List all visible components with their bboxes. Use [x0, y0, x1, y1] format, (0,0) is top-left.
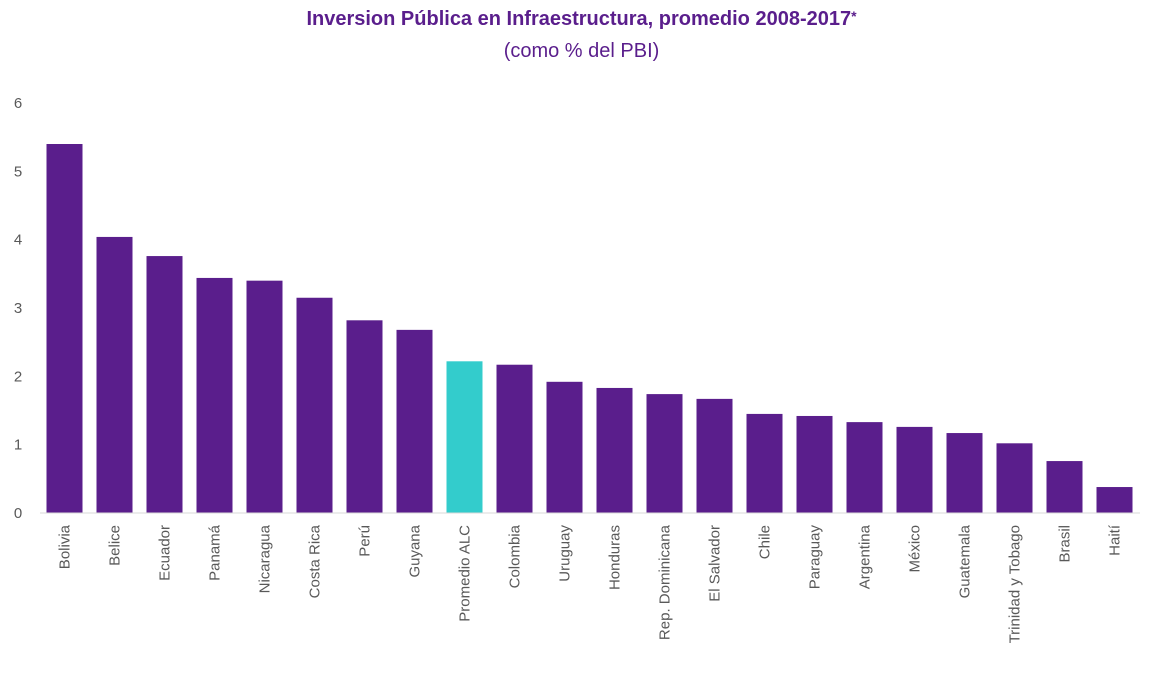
x-tick-label: Haití	[1107, 524, 1124, 556]
bar-per-	[346, 320, 383, 513]
bar-belice	[96, 236, 133, 513]
x-tick-label: Promedio ALC	[457, 525, 474, 622]
x-tick-label: Perú	[357, 525, 374, 557]
chart-title: Inversion Pública en Infraestructura, pr…	[0, 8, 1163, 31]
bar-bolivia	[46, 144, 83, 513]
x-tick-label: México	[907, 525, 924, 573]
x-tick-label: Colombia	[507, 524, 524, 588]
x-tick-label: Rep. Dominicana	[657, 524, 674, 640]
x-tick-label: Costa Rica	[307, 524, 324, 598]
y-tick-label: 6	[14, 95, 22, 112]
bar-el-salvador	[696, 398, 733, 513]
y-tick-label: 2	[14, 368, 22, 385]
x-tick-label: Panamá	[207, 524, 224, 581]
chart-title-text: Inversion Pública en Infraestructura, pr…	[306, 8, 852, 30]
x-tick-label: El Salvador	[707, 525, 724, 602]
bar-guatemala	[946, 433, 983, 513]
bar-paraguay	[796, 415, 833, 513]
x-tick-label: Argentina	[857, 524, 874, 589]
x-tick-label: Brasil	[1057, 525, 1074, 563]
x-tick-label: Trinidad y Tobago	[1007, 525, 1024, 643]
title-asterisk: *	[851, 8, 857, 24]
y-tick-label: 5	[14, 163, 22, 180]
x-tick-label: Nicaragua	[257, 524, 274, 593]
bar-trinidad-y-tobago	[996, 443, 1033, 513]
bar-guyana	[396, 329, 433, 513]
x-tick-label: Ecuador	[157, 525, 174, 581]
bar-honduras	[596, 387, 633, 513]
bar-chile	[746, 413, 783, 513]
x-tick-label: Belice	[107, 525, 124, 566]
bar-colombia	[496, 364, 533, 513]
bar-costa-rica	[296, 297, 333, 513]
bar-brasil	[1046, 461, 1083, 513]
bar-nicaragua	[246, 280, 283, 513]
x-tick-label: Guatemala	[957, 524, 974, 598]
bar-uruguay	[546, 381, 583, 513]
bar-hait-	[1096, 487, 1133, 513]
chart-subtitle: (como % del PBI)	[503, 40, 660, 62]
x-tick-label: Uruguay	[557, 525, 574, 582]
bar-rep-dominicana	[646, 394, 683, 513]
x-tick-label: Guyana	[407, 524, 424, 577]
bar-m-xico	[896, 426, 933, 513]
x-tick-label: Bolivia	[57, 524, 74, 569]
bar-ecuador	[146, 256, 183, 513]
y-tick-label: 0	[14, 505, 22, 522]
bar-promedio-alc	[446, 361, 483, 513]
x-tick-label: Paraguay	[807, 525, 824, 590]
bar-argentina	[846, 422, 883, 513]
y-tick-label: 4	[14, 232, 22, 249]
y-tick-label: 3	[14, 300, 22, 317]
x-tick-label: Chile	[757, 525, 774, 559]
y-tick-label: 1	[14, 437, 22, 454]
x-tick-label: Honduras	[607, 525, 624, 590]
bar-panam-	[196, 277, 233, 513]
